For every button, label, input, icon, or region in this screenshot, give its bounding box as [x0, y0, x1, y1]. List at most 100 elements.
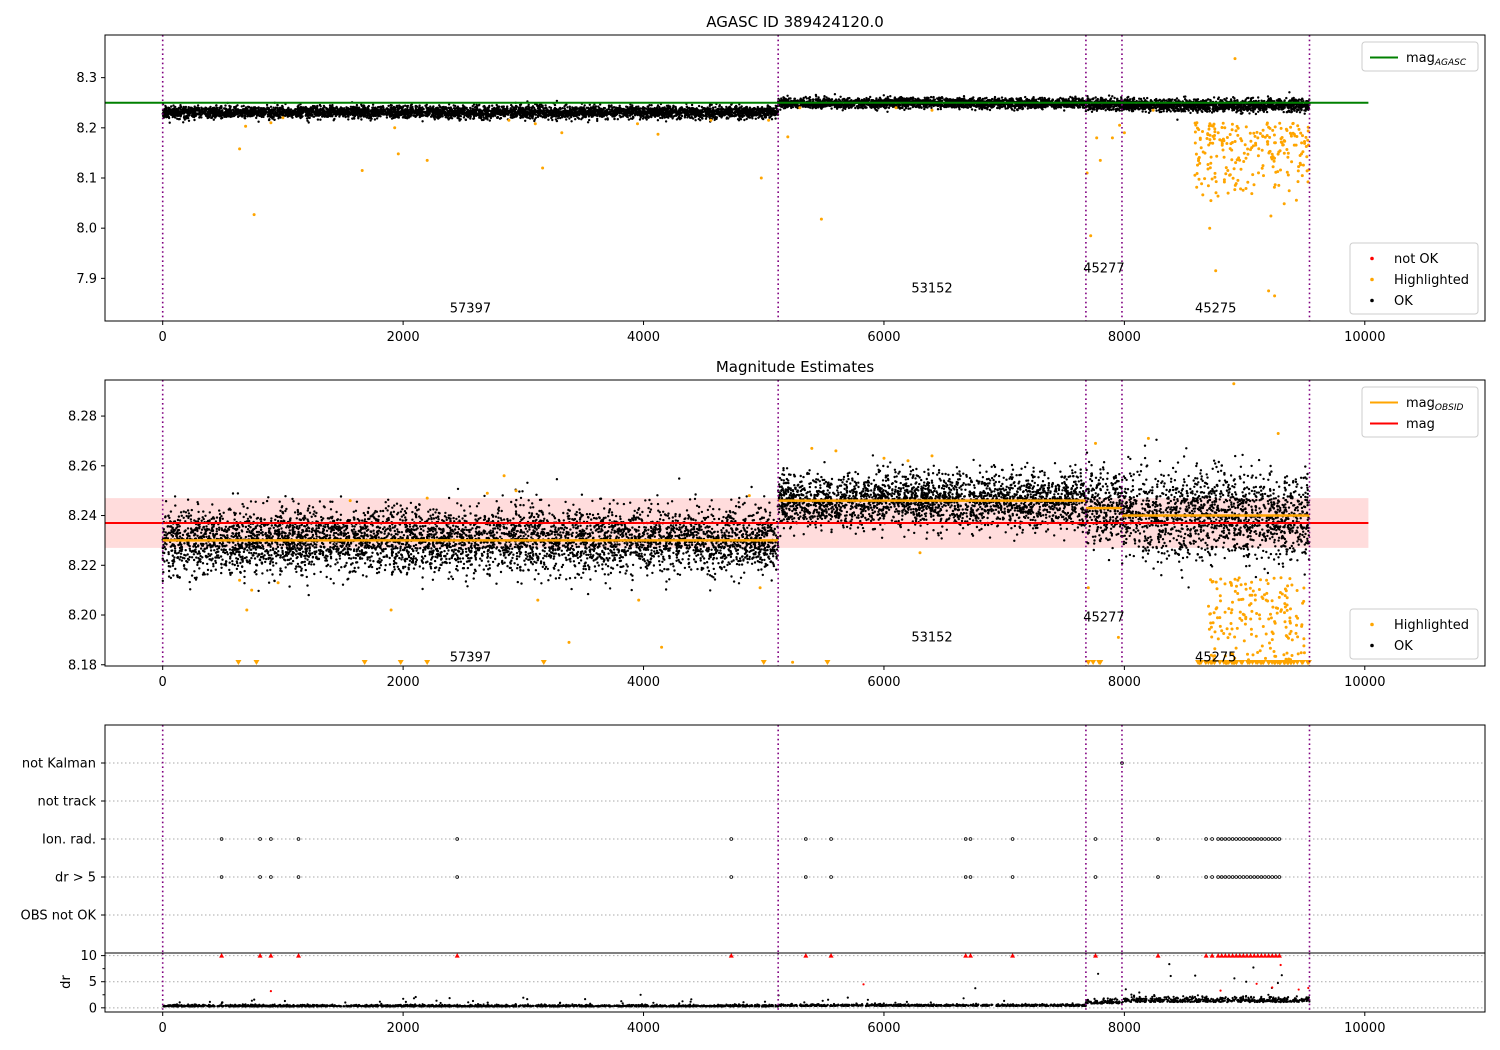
agasc-ok-point: [274, 108, 277, 111]
agasc-ok-point: [727, 117, 730, 120]
agasc-ok-point: [713, 110, 717, 113]
agasc-ok-point: [596, 117, 599, 121]
agasc-ok-point: [663, 116, 667, 119]
agasc-ok-point: [166, 115, 169, 119]
agasc-ok-point: [177, 112, 181, 115]
agasc-ok-point: [318, 103, 322, 107]
agasc-ok-point: [353, 117, 356, 120]
agasc-ok-point: [181, 107, 185, 110]
agasc-ok-point: [688, 110, 692, 113]
agasc-ok-point: [530, 114, 534, 117]
agasc-ok-point: [420, 113, 424, 117]
agasc-ok-point: [301, 111, 304, 114]
agasc-ok-point: [682, 111, 685, 114]
agasc-ok-point: [526, 112, 529, 115]
agasc-ok-point: [531, 117, 534, 120]
agasc-ok-point: [672, 109, 676, 112]
agasc-ok-point: [385, 107, 389, 110]
agasc-ok-point: [224, 104, 227, 107]
agasc-ok-point: [193, 114, 197, 118]
agasc-ok-point: [462, 116, 466, 119]
agasc-ok-point: [513, 115, 516, 119]
agasc-ok-point: [654, 110, 657, 114]
agasc-ok-point: [639, 114, 642, 117]
agasc-ok-point: [205, 114, 209, 118]
agasc-ok-point: [439, 114, 442, 117]
agasc-ok-point: [453, 107, 456, 110]
agasc-ok-point: [208, 109, 211, 113]
agasc-ok-point: [462, 111, 465, 115]
agasc-ok-point: [229, 105, 232, 108]
agasc-ok-point: [516, 112, 519, 115]
agasc-ok-point: [482, 118, 485, 122]
agasc-ok-point: [504, 111, 507, 114]
agasc-ok-point: [411, 107, 414, 111]
agasc-ok-point: [444, 106, 447, 109]
agasc-ok-point: [381, 109, 385, 113]
agasc-ok-point: [455, 110, 458, 114]
agasc-ok-point: [697, 114, 700, 118]
agasc-ok-point: [257, 106, 260, 110]
agasc-ok-point: [447, 106, 450, 110]
agasc-ok-point: [656, 104, 660, 107]
agasc-ok-point: [438, 104, 441, 107]
agasc-ok-point: [164, 110, 167, 113]
agasc-ok-point: [704, 117, 708, 120]
agasc-ok-point: [769, 111, 773, 114]
agasc-ok-point: [767, 112, 770, 116]
agasc-ok-point: [515, 114, 519, 117]
agasc-ok-point: [544, 104, 547, 107]
agasc-ok-point: [758, 110, 761, 114]
agasc-ok-point: [529, 110, 533, 114]
agasc-ok-point: [322, 114, 325, 118]
agasc-ok-point: [272, 106, 275, 109]
agasc-ok-point: [551, 111, 555, 114]
agasc-ok-point: [542, 107, 545, 110]
agasc-ok-point: [554, 112, 557, 115]
agasc-ok-point: [248, 113, 251, 117]
agasc-ok-point: [404, 113, 407, 116]
agasc-ok-point: [427, 113, 430, 117]
agasc-ok-point: [305, 107, 309, 110]
agasc-ok-point: [196, 104, 200, 107]
agasc-ok-point: [568, 107, 572, 110]
agasc-ok-point: [626, 105, 629, 109]
agasc-ok-point: [187, 116, 190, 120]
agasc-ok-point: [531, 105, 535, 108]
agasc-ok-point: [704, 114, 707, 118]
agasc-ok-point: [387, 112, 390, 115]
agasc-ok-point: [498, 117, 502, 120]
agasc-ok-point: [432, 113, 435, 117]
agasc-ok-point: [421, 106, 424, 109]
agasc-ok-point: [685, 105, 689, 108]
agasc-ok-point: [627, 118, 631, 121]
agasc-ok-point: [258, 109, 261, 113]
agasc-ok-point: [323, 111, 326, 115]
agasc-ok-point: [638, 118, 642, 121]
agasc-ok-point: [375, 117, 379, 120]
agasc-ok-point: [398, 111, 401, 114]
agasc-ok-point: [386, 110, 389, 113]
agasc-ok-point: [182, 121, 185, 124]
agasc-ok-point: [454, 104, 457, 108]
agasc-ok-point: [493, 106, 496, 110]
agasc-ok-point: [312, 110, 315, 113]
agasc-ok-point: [554, 118, 558, 121]
agasc-ok-point: [756, 107, 760, 110]
agasc-ok-point: [673, 114, 676, 118]
agasc-ok-point: [522, 109, 525, 113]
agasc-ok-point: [701, 113, 705, 117]
agasc-ok-point: [760, 106, 764, 109]
agasc-ok-point: [614, 106, 618, 109]
agasc-ok-point: [540, 103, 543, 106]
agasc-ok-point: [306, 119, 309, 122]
agasc-ok-point: [223, 113, 226, 117]
agasc-ok-point: [327, 110, 330, 113]
agasc-ok-point: [333, 117, 336, 121]
agasc-ok-point: [356, 110, 359, 114]
agasc-ok-point: [656, 119, 660, 122]
agasc-ok-point: [419, 108, 423, 112]
agasc-ok-point: [243, 114, 247, 117]
agasc-ok-point: [534, 110, 538, 113]
agasc-ok-point: [764, 116, 767, 119]
